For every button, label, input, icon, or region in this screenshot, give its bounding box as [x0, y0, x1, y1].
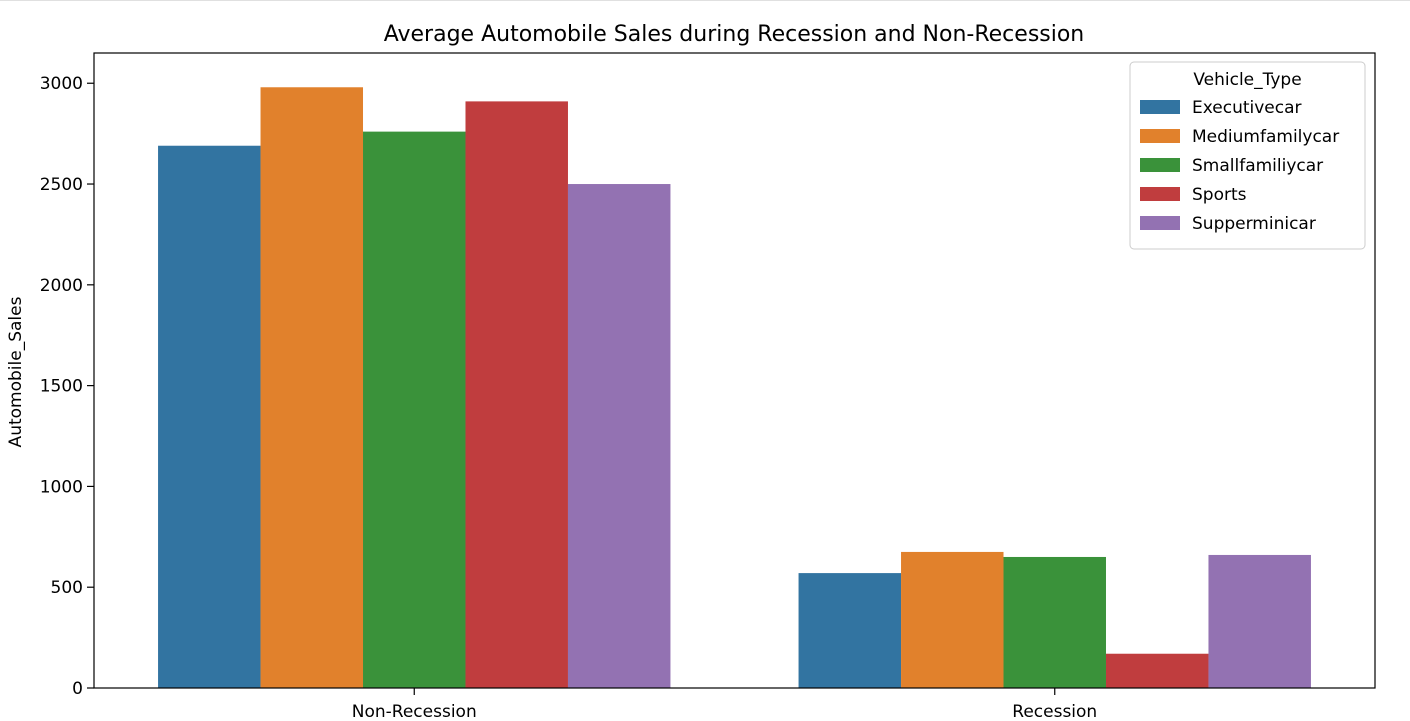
x-tick-label: Non-Recession — [352, 702, 477, 721]
legend-swatch — [1140, 129, 1180, 143]
bars-group — [158, 87, 1311, 689]
y-tick-label: 2500 — [40, 175, 83, 195]
bar-supperminicar-non-recession — [567, 184, 671, 689]
y-tick-label: 0 — [72, 679, 83, 699]
legend: Vehicle_Type Executivecar Mediumfamilycar… — [1129, 61, 1366, 250]
bar-sports-non-recession — [465, 101, 568, 688]
plot-area-frame — [93, 52, 1376, 689]
legend-label: Smallfamiliycar — [1192, 156, 1323, 176]
legend-swatch — [1140, 216, 1180, 230]
legend-swatch — [1140, 100, 1180, 114]
y-tick-label: 2000 — [40, 276, 83, 296]
legend-label: Sports — [1192, 185, 1247, 205]
y-tick-label: 3000 — [40, 74, 83, 94]
notebook-cell-border — [0, 0, 1410, 1]
chart-title: Average Automobile Sales during Recessio… — [384, 22, 1085, 47]
legend-label: Mediumfamilycar — [1192, 127, 1339, 147]
bar-supperminicar-recession — [1208, 554, 1311, 688]
legend-label: Supperminicar — [1192, 214, 1316, 234]
legend-box — [1129, 61, 1366, 250]
legend-swatch — [1140, 187, 1180, 201]
legend-swatch — [1140, 158, 1180, 172]
x-axis: Non-Recession Recession — [352, 688, 1097, 721]
y-tick-label: 500 — [51, 578, 83, 598]
y-tick-label: 1000 — [40, 477, 83, 497]
bar-mediumfamilycar-recession — [901, 551, 1004, 688]
legend-title: Vehicle_Type — [1193, 70, 1301, 90]
y-tick-label: 1500 — [40, 377, 83, 397]
bar-executivecar-non-recession — [158, 145, 261, 688]
x-tick-label: Recession — [1012, 702, 1097, 721]
legend-items: Executivecar Mediumfamilycar Smallfamiliyc… — [1140, 98, 1339, 234]
y-axis: 0 500 1000 1500 2000 2500 3000 — [40, 74, 94, 699]
bar-executivecar-recession — [798, 573, 902, 688]
bar-mediumfamilycar-non-recession — [260, 87, 364, 689]
bar-sports-recession — [1105, 653, 1209, 688]
y-axis-label: Automobile_Sales — [6, 296, 26, 447]
legend-label: Executivecar — [1192, 98, 1302, 118]
bar-smallfamiliycar-non-recession — [363, 131, 466, 689]
bar-smallfamiliycar-recession — [1003, 556, 1106, 688]
